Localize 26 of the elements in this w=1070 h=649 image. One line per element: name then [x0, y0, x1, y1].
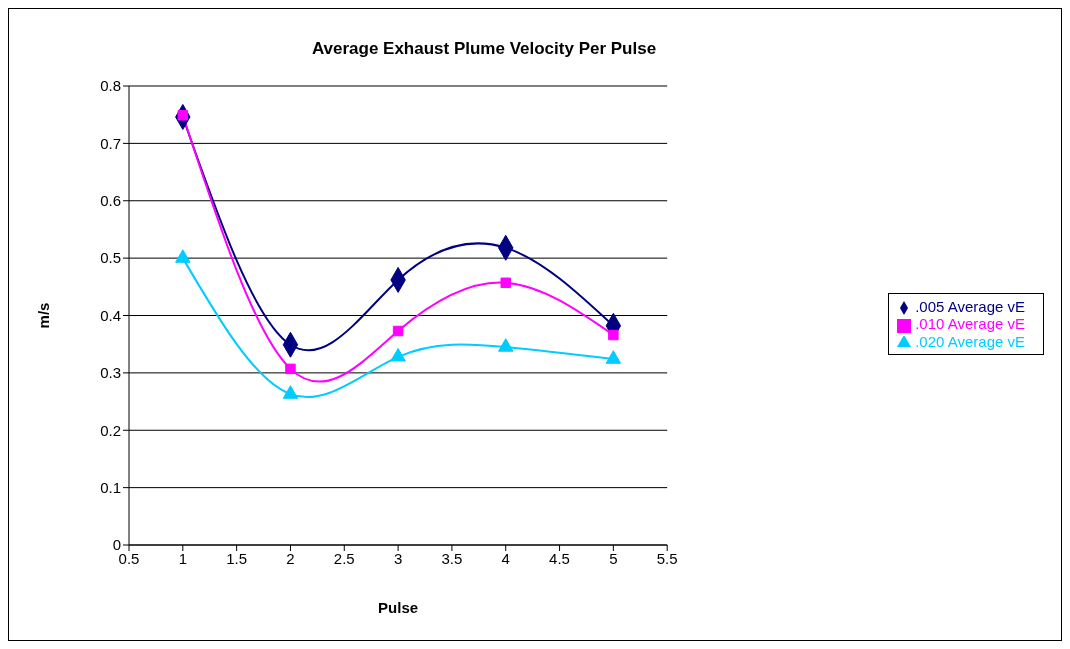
x-tick-label: 2 — [286, 549, 295, 567]
legend-label: .010 Average vE — [915, 315, 1025, 333]
y-tick-label: 0 — [112, 536, 121, 554]
x-tick-label: 3.5 — [441, 549, 463, 567]
x-tick-label: 1 — [178, 549, 187, 567]
x-tick-label: 5 — [609, 549, 618, 567]
x-tick-label: 4 — [501, 549, 510, 567]
chart-title: Average Exhaust Plume Velocity Per Pulse — [310, 39, 658, 59]
y-tick-label: 0.2 — [100, 421, 121, 439]
y-axis-title: m/s — [35, 302, 53, 329]
y-tick-label: 0.1 — [100, 478, 121, 496]
x-axis-title: Pulse — [378, 599, 419, 616]
y-tick-label: 0.8 — [100, 77, 121, 95]
x-tick-label: 1.5 — [226, 549, 248, 567]
x-tick-label: 5.5 — [656, 549, 678, 567]
y-tick-label: 0.6 — [100, 192, 121, 210]
x-tick-label: 0.5 — [118, 549, 140, 567]
x-tick-label: 2.5 — [333, 549, 355, 567]
legend-label: .005 Average vE — [915, 298, 1025, 316]
legend-label: .020 Average vE — [915, 332, 1025, 350]
y-tick-label: 0.5 — [100, 249, 121, 267]
y-tick-label: 0.3 — [100, 364, 121, 382]
x-tick-label: 4.5 — [549, 549, 570, 567]
y-tick-label: 0.4 — [100, 306, 121, 324]
x-tick-label: 3 — [393, 549, 403, 567]
y-tick-label: 0.7 — [100, 134, 121, 152]
